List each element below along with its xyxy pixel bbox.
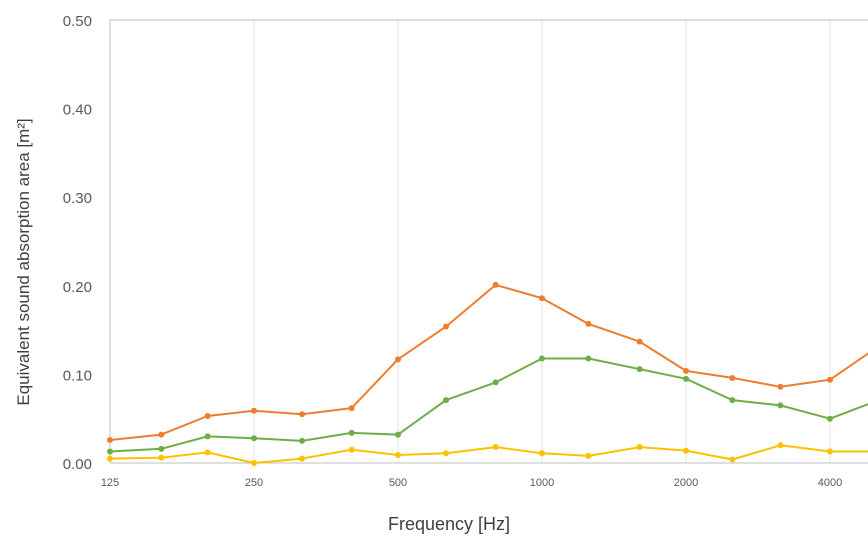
data-point bbox=[729, 374, 736, 381]
data-point bbox=[395, 431, 401, 438]
x-tick-label: 4000 bbox=[818, 477, 842, 489]
series-1 bbox=[107, 281, 868, 443]
data-point bbox=[539, 450, 545, 457]
data-point bbox=[204, 449, 211, 456]
y-axis-title: Equivalent sound absorption area [m²] bbox=[14, 118, 33, 405]
series bbox=[107, 281, 868, 466]
data-point bbox=[683, 367, 689, 374]
data-point bbox=[158, 445, 165, 452]
data-point bbox=[683, 447, 689, 454]
data-point bbox=[204, 433, 211, 440]
data-point bbox=[299, 411, 306, 418]
data-point bbox=[827, 448, 833, 455]
data-point bbox=[827, 415, 833, 422]
data-point bbox=[585, 452, 592, 459]
y-tick-label: 0.40 bbox=[63, 102, 92, 119]
data-point bbox=[683, 375, 689, 382]
data-point bbox=[585, 355, 592, 362]
y-tick-label: 0.50 bbox=[63, 13, 92, 30]
data-point bbox=[636, 444, 643, 451]
data-point bbox=[729, 456, 736, 463]
y-tick-labels: 0.00 0.10 0.20 0.30 0.40 0.50 bbox=[63, 13, 92, 473]
data-point bbox=[299, 455, 306, 462]
data-point bbox=[158, 431, 165, 438]
data-point bbox=[443, 397, 450, 404]
data-point bbox=[539, 295, 545, 302]
data-point bbox=[585, 320, 592, 327]
x-tick-labels: 125 250 500 1000 2000 4000 bbox=[101, 477, 842, 489]
data-point bbox=[777, 402, 784, 409]
axes bbox=[109, 19, 868, 464]
data-point bbox=[395, 452, 401, 459]
series-line bbox=[109, 444, 868, 464]
x-tick-label: 250 bbox=[245, 477, 263, 489]
y-tick-label: 0.20 bbox=[63, 279, 92, 296]
data-point bbox=[251, 407, 257, 414]
series-line bbox=[109, 283, 868, 441]
data-point bbox=[251, 435, 257, 442]
data-point bbox=[827, 376, 833, 383]
x-tick-label: 500 bbox=[389, 477, 407, 489]
y-tick-label: 0.10 bbox=[63, 367, 92, 384]
x-tick-label: 2000 bbox=[674, 477, 698, 489]
data-point bbox=[299, 437, 306, 444]
data-point bbox=[492, 281, 499, 288]
data-point bbox=[539, 355, 545, 362]
data-point bbox=[395, 356, 401, 363]
x-axis-title: Frequency [Hz] bbox=[388, 514, 510, 534]
data-point bbox=[348, 429, 355, 436]
data-point bbox=[777, 442, 784, 449]
data-point bbox=[107, 436, 113, 443]
y-tick-label: 0.30 bbox=[63, 190, 92, 207]
data-point bbox=[107, 448, 113, 455]
y-tick-label: 0.00 bbox=[63, 456, 92, 473]
data-point bbox=[251, 460, 257, 466]
data-point bbox=[492, 444, 499, 451]
data-point bbox=[204, 413, 211, 420]
data-point bbox=[348, 446, 355, 453]
data-point bbox=[492, 379, 499, 386]
data-point bbox=[443, 450, 450, 457]
data-point bbox=[777, 383, 784, 390]
data-point bbox=[443, 323, 450, 330]
x-tick-label: 1000 bbox=[530, 477, 554, 489]
series-3 bbox=[107, 442, 868, 466]
data-point bbox=[107, 455, 113, 462]
series-2 bbox=[107, 355, 868, 455]
data-point bbox=[729, 397, 736, 404]
gridlines bbox=[253, 20, 831, 463]
data-point bbox=[348, 405, 355, 412]
series-line bbox=[109, 357, 868, 453]
x-tick-label: 125 bbox=[101, 477, 119, 489]
data-point bbox=[636, 366, 643, 373]
data-point bbox=[158, 454, 165, 461]
data-point bbox=[636, 338, 643, 345]
